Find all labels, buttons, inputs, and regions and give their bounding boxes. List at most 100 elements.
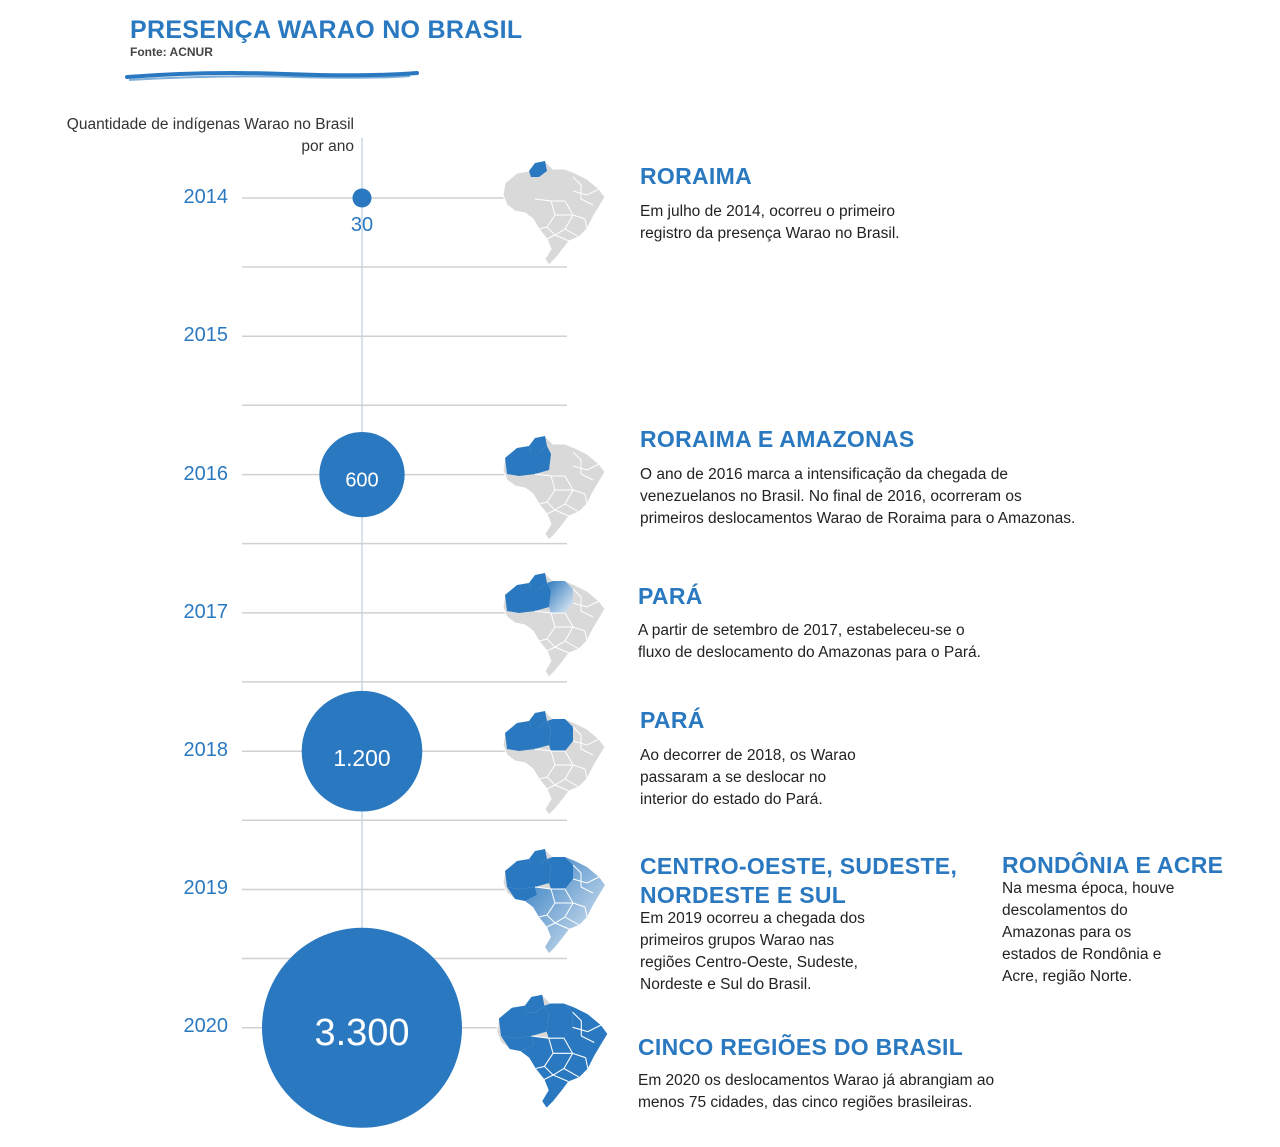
map-region-amazonas bbox=[505, 859, 551, 889]
map-border bbox=[584, 906, 588, 918]
map-border bbox=[546, 776, 556, 786]
map-border bbox=[546, 626, 574, 652]
map-border bbox=[564, 503, 580, 513]
data-point-2014 bbox=[352, 188, 372, 208]
map-border bbox=[546, 902, 574, 928]
map-region-para bbox=[547, 857, 573, 889]
data-label-2016: 600 bbox=[345, 469, 378, 491]
map-border bbox=[581, 1035, 595, 1043]
map-region-amazonas bbox=[505, 721, 551, 751]
map-border bbox=[546, 214, 574, 240]
event-heading: RONDÔNIA E ACRE bbox=[1002, 852, 1224, 878]
map-border bbox=[564, 916, 580, 926]
map-border bbox=[572, 726, 582, 749]
map-border bbox=[551, 475, 586, 495]
map-border bbox=[580, 473, 594, 481]
event-heading: RORAIMA bbox=[640, 163, 752, 189]
event-heading: RORAIMA E AMAZONAS bbox=[640, 426, 915, 452]
map-border bbox=[572, 600, 600, 608]
map-region-east bbox=[525, 857, 605, 953]
infographic-title: PRESENÇA WARAO NO BRASIL bbox=[130, 16, 523, 44]
regions-map bbox=[502, 848, 606, 954]
map-region-east bbox=[520, 1003, 608, 1108]
map-region-para bbox=[547, 719, 573, 751]
map-border bbox=[580, 198, 594, 206]
map-border bbox=[585, 1057, 589, 1069]
map-border bbox=[584, 630, 588, 642]
event-heading: CINCO REGIÕES DO BRASIL bbox=[638, 1034, 964, 1060]
map-border bbox=[551, 750, 586, 770]
title-underline bbox=[125, 71, 419, 81]
map-border bbox=[572, 463, 600, 471]
map-border bbox=[548, 1037, 586, 1059]
map-region-acro bbox=[507, 887, 537, 901]
map-border bbox=[564, 640, 580, 650]
map-border bbox=[551, 888, 586, 908]
map-region-roraima bbox=[529, 573, 547, 589]
map-border bbox=[546, 638, 556, 648]
map-border bbox=[580, 610, 594, 618]
data-label-2014: 30 bbox=[351, 214, 373, 236]
event-heading: CENTRO-OESTE, SUDESTE, NORDESTE E SUL bbox=[640, 853, 958, 908]
map-border bbox=[572, 864, 582, 887]
map-border bbox=[564, 778, 580, 788]
data-label-2018: 1.200 bbox=[333, 745, 390, 771]
data-point-2018 bbox=[301, 690, 423, 812]
map-region-amazonas bbox=[498, 1005, 549, 1039]
event-description: Em 2020 os deslocamentos Warao já abrang… bbox=[638, 1072, 995, 1111]
map-border bbox=[563, 1068, 580, 1078]
map-border bbox=[546, 914, 556, 924]
map-border bbox=[554, 509, 570, 517]
event-description: Ao decorrer de 2018, os Warao passaram a … bbox=[640, 747, 856, 808]
roraima-map bbox=[502, 160, 606, 266]
map-region-roraima bbox=[529, 849, 547, 865]
map-border bbox=[551, 612, 586, 632]
map-border bbox=[580, 748, 594, 756]
map-border bbox=[546, 764, 574, 790]
map-border bbox=[551, 200, 586, 220]
map-border bbox=[544, 1053, 574, 1080]
year-label: 2017 bbox=[183, 601, 229, 623]
map-region-amazonas bbox=[505, 446, 551, 476]
roraima-amazonas-map bbox=[502, 435, 606, 541]
year-label: 2016 bbox=[183, 463, 229, 485]
year-label: 2014 bbox=[183, 186, 229, 208]
map-border bbox=[580, 886, 594, 894]
data-label-2020: 3.300 bbox=[314, 1012, 409, 1054]
axis-label: Quantidade de indígenas Warao no Brasil … bbox=[66, 116, 354, 155]
event-description: Em 2019 ocorreu a chegada dos primeiros g… bbox=[640, 910, 865, 993]
event-heading: PARÁ bbox=[638, 583, 703, 609]
year-label: 2020 bbox=[183, 1015, 229, 1037]
data-point-2020 bbox=[262, 927, 462, 1128]
map-border bbox=[584, 493, 588, 505]
map-border bbox=[572, 588, 582, 611]
map-border bbox=[572, 451, 582, 474]
para-flow-map bbox=[502, 572, 606, 678]
source-note: Fonte: ACNUR bbox=[130, 45, 213, 59]
para-map bbox=[502, 710, 606, 816]
map-region-roraima bbox=[529, 711, 547, 727]
map-border bbox=[554, 646, 570, 654]
map-region-roraima bbox=[529, 436, 547, 452]
map-border bbox=[572, 188, 600, 196]
map-region-para bbox=[544, 1003, 573, 1039]
map-border bbox=[554, 784, 570, 792]
map-border bbox=[544, 1065, 554, 1076]
event-description: Na mesma época, houve descolamentos do Ama… bbox=[1002, 880, 1175, 985]
map-border bbox=[552, 1074, 569, 1083]
event-description: A partir de setembro de 2017, estabelece… bbox=[638, 622, 981, 661]
map-border bbox=[572, 738, 600, 746]
brazil-full-map bbox=[496, 994, 608, 1109]
map-region-acro bbox=[501, 1035, 534, 1052]
map-border bbox=[546, 489, 574, 515]
map-border bbox=[531, 1035, 554, 1070]
map-region-roraima bbox=[529, 161, 547, 177]
year-label: 2018 bbox=[183, 739, 229, 761]
map-border bbox=[564, 228, 580, 238]
map-border bbox=[584, 218, 588, 230]
map-border bbox=[572, 176, 582, 199]
map-region-roraima bbox=[524, 994, 545, 1013]
map-border bbox=[546, 226, 556, 236]
year-label: 2019 bbox=[183, 877, 229, 899]
